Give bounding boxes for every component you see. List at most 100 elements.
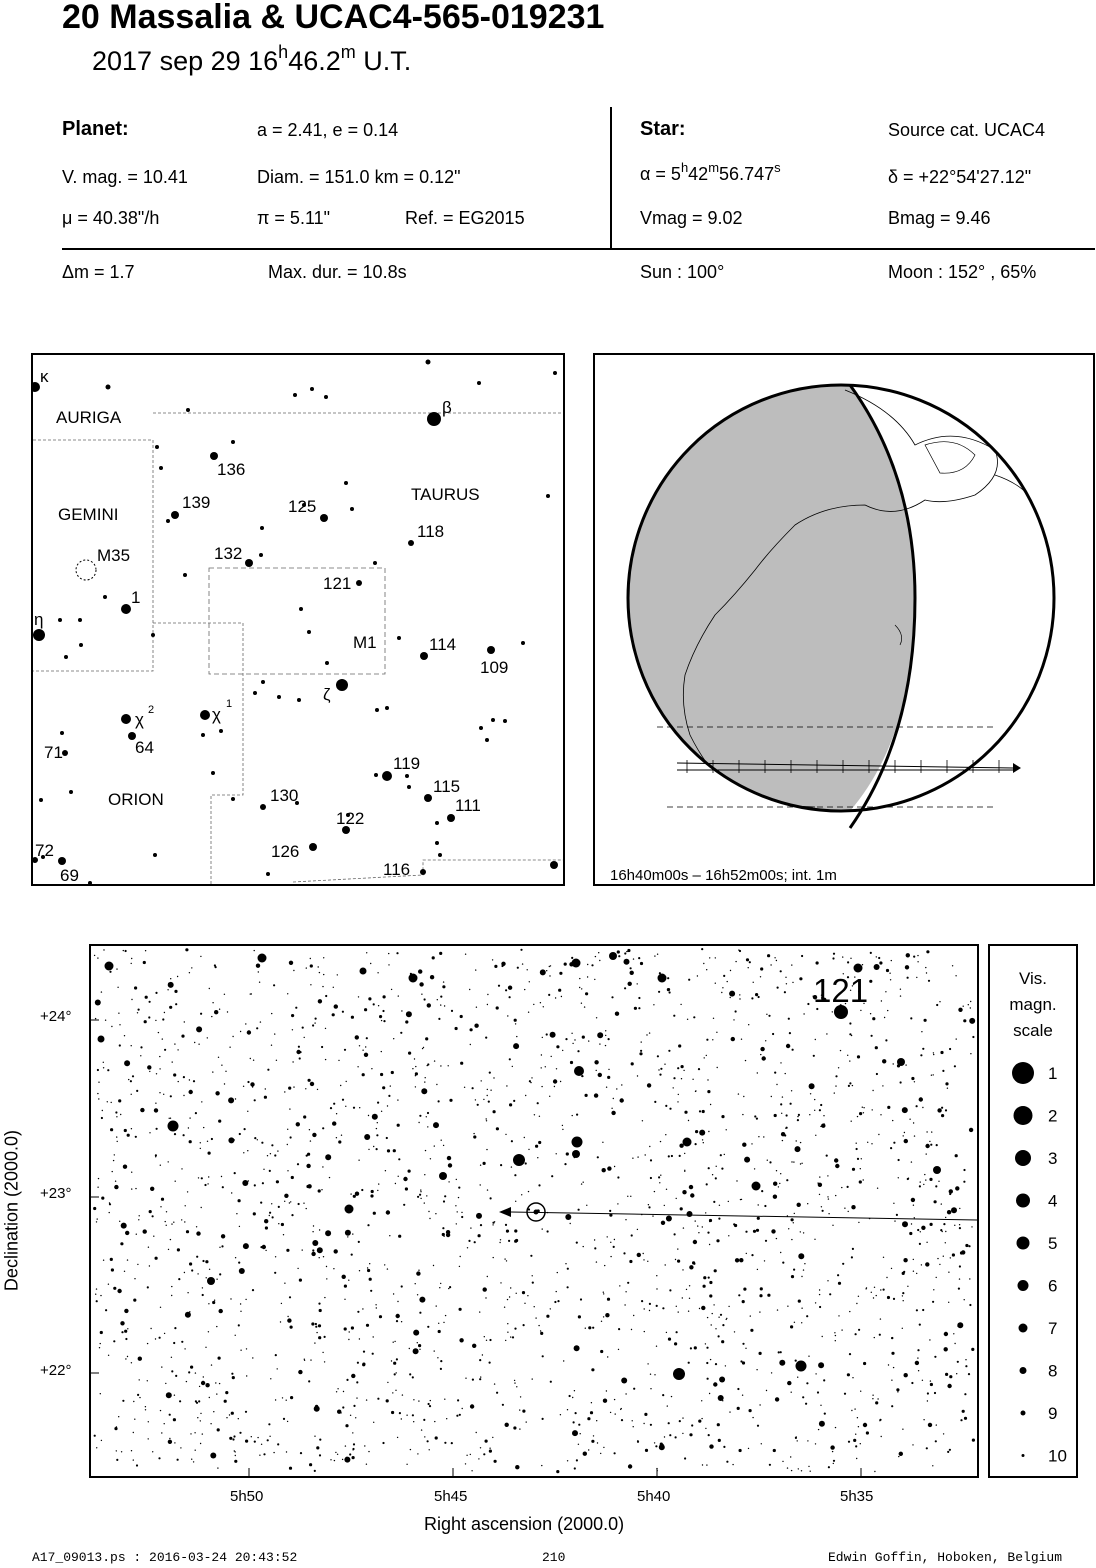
field-star (719, 1313, 723, 1316)
field-star (616, 1088, 618, 1090)
field-star (741, 1300, 745, 1304)
field-star (485, 1120, 488, 1122)
field-star (409, 1448, 412, 1451)
field-star (250, 1436, 252, 1438)
field-star (832, 1459, 836, 1462)
field-star (717, 1335, 720, 1338)
field-star (911, 1076, 915, 1081)
field-star (713, 1269, 717, 1273)
field-star (703, 1276, 707, 1280)
field-star (333, 1268, 335, 1270)
field-star (627, 1281, 630, 1284)
field-star (280, 1302, 283, 1305)
field-star (923, 1018, 927, 1022)
field-star (184, 1221, 186, 1223)
field-star (114, 1427, 118, 1431)
field-star (528, 1148, 530, 1151)
finder-star (342, 826, 350, 834)
field-star (625, 1291, 627, 1293)
field-star (375, 1148, 378, 1151)
field-star (129, 1080, 132, 1083)
finder-star (60, 731, 64, 735)
field-star (442, 981, 445, 983)
field-star (644, 1448, 649, 1452)
field-star (429, 1399, 431, 1402)
field-star (947, 1383, 952, 1389)
field-star (643, 1308, 645, 1310)
finder-star (344, 481, 348, 485)
field-star (972, 1035, 975, 1039)
field-star (656, 1288, 658, 1290)
field-star (444, 1441, 447, 1444)
field-star (613, 1165, 616, 1168)
field-star (573, 1390, 576, 1392)
field-star (169, 1238, 172, 1241)
planet-motion: μ = 40.38"/h (62, 208, 160, 228)
gemini-label: GEMINI (58, 505, 118, 524)
field-star (527, 1208, 531, 1211)
field-star (208, 1303, 210, 1305)
finder-star (201, 733, 205, 737)
field-star (357, 996, 360, 998)
field-star (554, 1300, 557, 1304)
field-star (406, 1414, 408, 1416)
field-star (606, 1297, 611, 1301)
field-star (200, 1380, 206, 1386)
field-star (707, 1167, 710, 1170)
field-star (433, 1145, 435, 1147)
field-star (442, 1200, 446, 1203)
chi1-label: χ (212, 705, 221, 724)
field-star (479, 1447, 482, 1449)
finder-star (211, 771, 215, 775)
field-star (146, 1380, 148, 1382)
field-star (163, 1423, 165, 1425)
field-star (97, 1186, 99, 1188)
field-star (426, 1064, 428, 1067)
field-star (482, 1161, 486, 1165)
field-star (112, 1159, 115, 1162)
field-star (371, 1068, 373, 1070)
field-star (116, 1458, 119, 1461)
field-star (739, 998, 741, 1000)
field-star (109, 1257, 113, 1261)
field-star (120, 1113, 122, 1116)
field-star (755, 1117, 759, 1120)
field-star (912, 1444, 914, 1446)
field-star (770, 1372, 773, 1374)
field-star (507, 1331, 509, 1333)
field-star (115, 1450, 117, 1452)
field-star (398, 1234, 402, 1238)
field-star (245, 1348, 248, 1350)
field-star (495, 1006, 499, 1010)
field-star (365, 1399, 368, 1401)
field-star (861, 1106, 863, 1108)
field-star (253, 1184, 256, 1187)
field-star (167, 989, 169, 991)
field-star (97, 1177, 100, 1180)
field-star (572, 1421, 575, 1424)
field-star (264, 1219, 269, 1224)
field-star (266, 1439, 269, 1442)
field-star (887, 1105, 891, 1109)
field-star (231, 1192, 233, 1194)
field-star (655, 1345, 658, 1347)
field-star (525, 1421, 527, 1423)
field-star (172, 1418, 176, 1422)
field-star (629, 967, 632, 970)
field-star (205, 1346, 207, 1348)
field-star (684, 1169, 686, 1171)
field-star (160, 1206, 162, 1208)
field-star (611, 1107, 613, 1109)
field-star (249, 1057, 251, 1060)
field-star (662, 1394, 665, 1397)
field-star (131, 1188, 133, 1190)
field-star (102, 1067, 105, 1069)
field-star (860, 1158, 862, 1160)
field-star (108, 1203, 112, 1206)
field-star (682, 1417, 684, 1419)
field-star (142, 1229, 147, 1234)
field-star (887, 1364, 890, 1366)
field-star (318, 1308, 322, 1313)
field-star (303, 1358, 305, 1360)
finder-star (408, 540, 414, 546)
